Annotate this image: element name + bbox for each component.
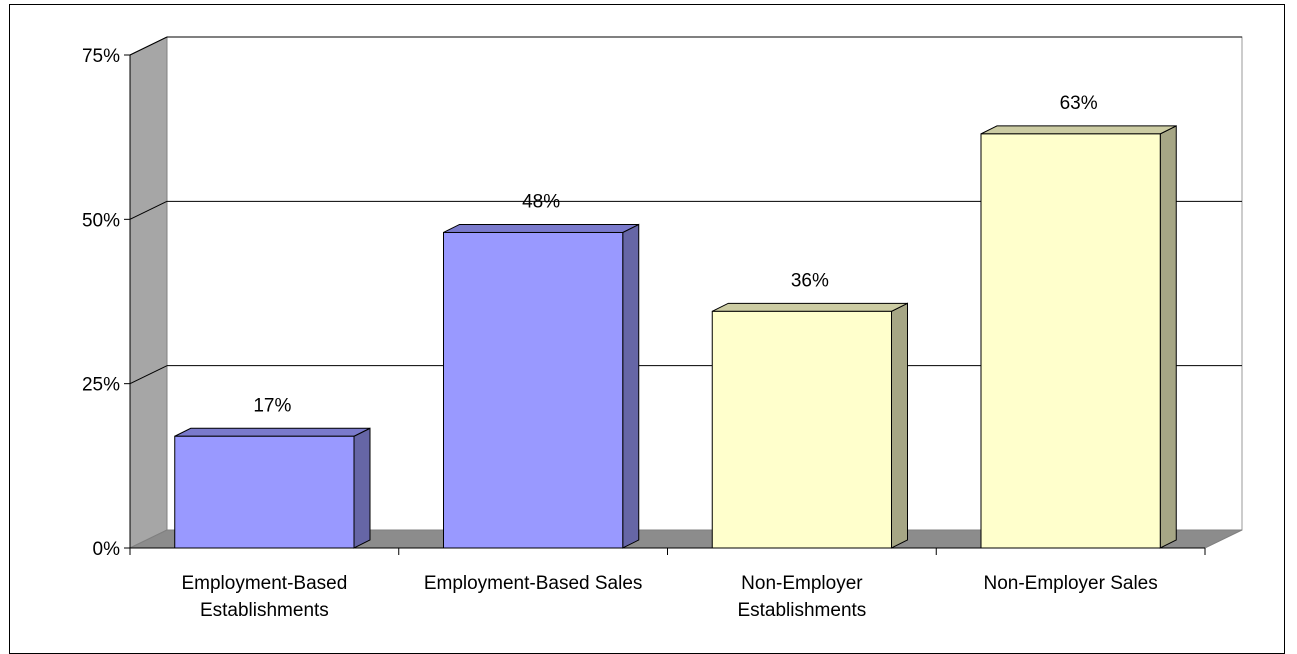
bar-top	[443, 223, 639, 233]
bar-side	[1159, 125, 1177, 549]
bar	[711, 310, 893, 549]
bar	[980, 133, 1161, 549]
data-label: 48%	[522, 191, 560, 212]
gridline-side	[129, 365, 168, 385]
gridline-side	[129, 200, 168, 220]
bar-side	[891, 302, 909, 549]
x-tick-label: Non-Employer	[741, 573, 863, 594]
y-tick-label: 75%	[82, 46, 120, 67]
y-tick-label: 25%	[82, 375, 120, 396]
x-tick-label: Non-Employer Sales	[984, 573, 1158, 594]
side-wall	[129, 36, 168, 549]
gridline-side	[129, 36, 168, 56]
bar-top	[712, 302, 908, 312]
x-tick-label: Establishments	[200, 600, 329, 621]
x-tick-label: Employment-Based	[181, 573, 347, 594]
bar-side	[622, 223, 640, 549]
y-tick-label: 50%	[82, 210, 120, 231]
x-tick-label: Establishments	[737, 600, 866, 621]
bar-top	[980, 125, 1177, 135]
bar-side	[353, 427, 371, 549]
x-tick-label: Employment-Based Sales	[424, 573, 643, 594]
y-tick-label: 0%	[93, 539, 121, 560]
bar-top	[174, 427, 371, 437]
data-label: 63%	[1060, 93, 1098, 114]
bar	[442, 231, 624, 549]
data-label: 17%	[253, 395, 291, 416]
bar	[174, 435, 355, 549]
data-label: 36%	[791, 270, 829, 291]
